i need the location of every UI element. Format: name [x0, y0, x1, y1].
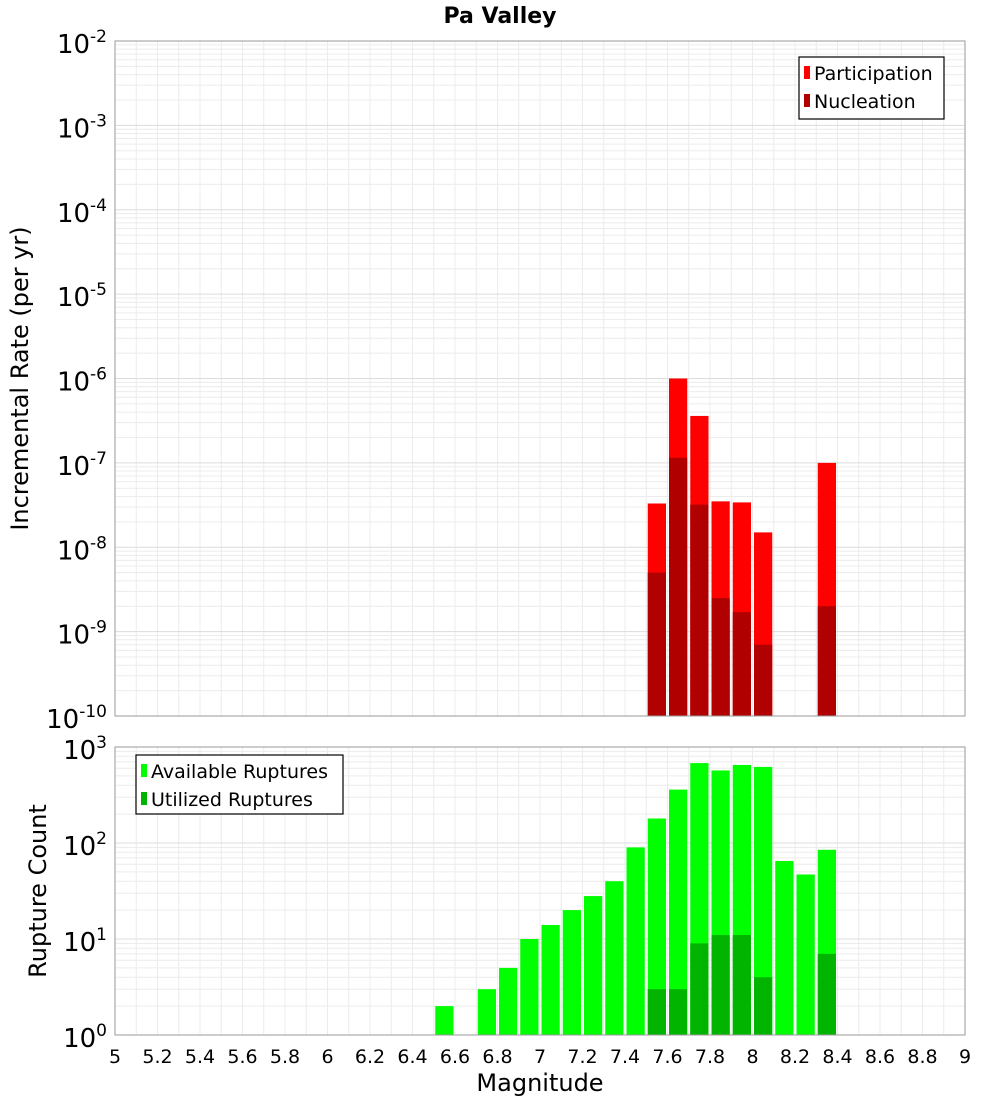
bar-available-ruptures	[605, 881, 624, 1035]
y-tick-label: 10-2	[57, 27, 107, 60]
bar-nucleation	[669, 457, 688, 716]
bar-utilized-ruptures	[754, 977, 773, 1035]
x-tick-label: 8.6	[865, 1046, 895, 1068]
x-tick-label: 7.6	[652, 1046, 682, 1068]
bar-available-ruptures	[796, 874, 815, 1035]
bar-utilized-ruptures	[711, 935, 730, 1035]
bar-utilized-ruptures	[732, 935, 751, 1035]
x-tick-label: 8	[746, 1046, 758, 1068]
bar-utilized-ruptures	[647, 989, 666, 1035]
y-tick-label: 10-8	[57, 533, 107, 566]
bar-nucleation	[754, 644, 773, 716]
bar-available-ruptures	[775, 860, 794, 1035]
x-axis-label: Magnitude	[476, 1069, 603, 1097]
bar-available-ruptures	[647, 818, 666, 1035]
bar-available-ruptures	[477, 989, 496, 1035]
bar-nucleation	[817, 606, 836, 716]
bar-available-ruptures	[499, 967, 518, 1035]
legend-box	[135, 754, 344, 815]
legend-swatch-available-ruptures	[141, 764, 147, 777]
x-tick-label: 5	[109, 1046, 121, 1068]
x-tick-label: 8.4	[822, 1046, 852, 1068]
x-tick-label: 5.8	[270, 1046, 300, 1068]
legend-label-available-ruptures: Available Ruptures	[151, 761, 328, 783]
bar-available-ruptures	[520, 939, 539, 1035]
x-tick-label: 5.2	[142, 1046, 172, 1068]
legend-swatch-utilized-ruptures	[141, 792, 147, 805]
bar-nucleation	[647, 572, 666, 716]
y-tick-label: 102	[63, 829, 107, 862]
legend-label-utilized-ruptures: Utilized Ruptures	[151, 789, 313, 811]
x-tick-label: 6	[321, 1046, 333, 1068]
x-tick-label: 8.8	[907, 1046, 937, 1068]
plot-frame	[114, 746, 966, 1036]
x-tick-label: 7.2	[567, 1046, 597, 1068]
x-tick-label: 7.4	[610, 1046, 640, 1068]
bar-utilized-ruptures	[817, 953, 836, 1035]
x-tick-label: 5.4	[185, 1046, 215, 1068]
x-tick-label: 7	[534, 1046, 546, 1068]
bar-nucleation	[690, 504, 709, 716]
x-tick-label: 6.4	[397, 1046, 427, 1068]
x-tick-label: 9	[959, 1046, 971, 1068]
y-axis-label: Incremental Rate (per yr)	[6, 226, 34, 530]
x-tick-label: 7.8	[695, 1046, 725, 1068]
x-tick-label: 5.6	[227, 1046, 257, 1068]
y-tick-label: 10-7	[57, 449, 107, 482]
y-tick-label: 10-6	[57, 365, 107, 398]
bar-available-ruptures	[669, 789, 688, 1035]
bar-available-ruptures	[435, 1006, 454, 1035]
y-tick-label: 10-4	[57, 196, 107, 229]
legend-label-participation: Participation	[814, 63, 933, 85]
y-tick-label: 10-5	[57, 280, 107, 313]
x-tick-label: 8.2	[780, 1046, 810, 1068]
bar-nucleation	[732, 612, 751, 716]
x-tick-label: 6.6	[440, 1046, 470, 1068]
bar-available-ruptures	[584, 896, 603, 1035]
plot-frame	[114, 40, 966, 717]
bar-utilized-ruptures	[669, 989, 688, 1035]
y-axis-label: Rupture Count	[24, 804, 52, 978]
legend-swatch-nucleation	[804, 94, 810, 107]
y-tick-label: 103	[63, 733, 107, 766]
y-tick-label: 101	[63, 925, 107, 958]
x-tick-label: 6.2	[355, 1046, 385, 1068]
legend-box	[798, 56, 945, 120]
bar-available-ruptures	[562, 910, 581, 1035]
x-tick-label: 6.8	[482, 1046, 512, 1068]
legend-swatch-participation	[804, 66, 810, 79]
bar-available-ruptures	[626, 847, 645, 1035]
bar-nucleation	[711, 598, 730, 716]
y-tick-label: 10-9	[57, 618, 107, 651]
legend-label-nucleation: Nucleation	[814, 91, 916, 113]
y-tick-label: 10-10	[46, 702, 107, 735]
bar-available-ruptures	[541, 924, 560, 1035]
bar-available-ruptures	[754, 766, 773, 1035]
chart-title: Pa Valley	[443, 4, 556, 29]
y-tick-label: 10-3	[57, 111, 107, 144]
bar-utilized-ruptures	[690, 943, 709, 1035]
y-tick-label: 100	[63, 1021, 107, 1054]
